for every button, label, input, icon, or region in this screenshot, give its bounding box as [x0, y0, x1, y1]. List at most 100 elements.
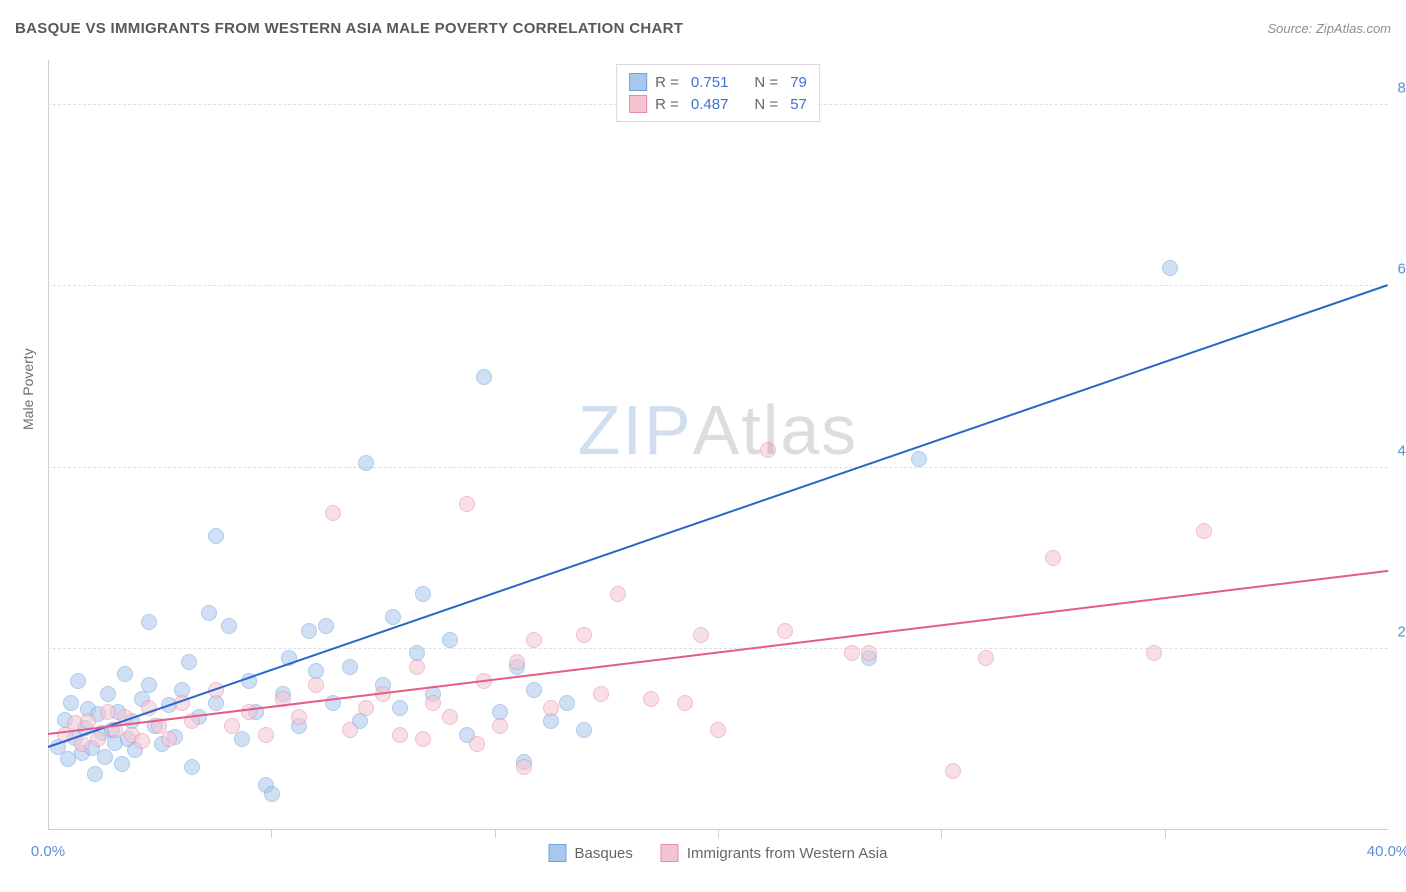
- data-point-immigrants: [576, 627, 592, 643]
- data-point-immigrants: [1196, 523, 1212, 539]
- data-point-immigrants: [610, 586, 626, 602]
- swatch-basques-icon: [549, 844, 567, 862]
- grid-line: [48, 467, 1388, 468]
- r-label: R =: [655, 74, 679, 91]
- data-point-immigrants: [258, 727, 274, 743]
- correlation-legend: R = 0.751 N = 79 R = 0.487 N = 57: [616, 64, 820, 122]
- data-point-basques: [117, 666, 133, 682]
- data-point-basques: [100, 686, 116, 702]
- swatch-basques-icon: [629, 73, 647, 91]
- grid-line: [48, 285, 1388, 286]
- data-point-basques: [911, 451, 927, 467]
- y-tick-label: 40.0%: [1397, 442, 1406, 459]
- r-value-immigrants: 0.487: [691, 96, 729, 113]
- data-point-immigrants: [693, 627, 709, 643]
- data-point-immigrants: [161, 731, 177, 747]
- data-point-basques: [385, 609, 401, 625]
- correlation-row-immigrants: R = 0.487 N = 57: [629, 93, 807, 115]
- data-point-basques: [476, 369, 492, 385]
- data-point-basques: [208, 528, 224, 544]
- n-label: N =: [754, 74, 778, 91]
- data-point-basques: [318, 618, 334, 634]
- data-point-immigrants: [291, 709, 307, 725]
- legend-label-immigrants: Immigrants from Western Asia: [687, 845, 888, 862]
- x-tick-label: 0.0%: [31, 843, 65, 860]
- data-point-immigrants: [543, 700, 559, 716]
- n-label: N =: [754, 96, 778, 113]
- data-point-basques: [342, 659, 358, 675]
- data-point-immigrants: [945, 763, 961, 779]
- data-point-basques: [415, 586, 431, 602]
- data-point-immigrants: [325, 505, 341, 521]
- data-point-immigrants: [844, 645, 860, 661]
- data-point-immigrants: [134, 733, 150, 749]
- n-value-immigrants: 57: [790, 96, 807, 113]
- data-point-basques: [97, 749, 113, 765]
- data-point-immigrants: [409, 659, 425, 675]
- data-point-basques: [181, 654, 197, 670]
- data-point-immigrants: [978, 650, 994, 666]
- data-point-basques: [70, 673, 86, 689]
- legend-item-immigrants: Immigrants from Western Asia: [661, 844, 888, 862]
- data-point-basques: [114, 756, 130, 772]
- swatch-immigrants-icon: [629, 95, 647, 113]
- data-point-immigrants: [100, 704, 116, 720]
- data-point-immigrants: [342, 722, 358, 738]
- data-point-immigrants: [677, 695, 693, 711]
- watermark: ZIPAtlas: [578, 390, 859, 470]
- r-value-basques: 0.751: [691, 74, 729, 91]
- data-point-immigrants: [442, 709, 458, 725]
- x-tick: [941, 830, 942, 838]
- data-point-immigrants: [425, 695, 441, 711]
- data-point-immigrants: [1045, 550, 1061, 566]
- watermark-atlas: Atlas: [693, 391, 859, 469]
- data-point-immigrants: [509, 654, 525, 670]
- data-point-basques: [442, 632, 458, 648]
- y-axis-line: [48, 60, 49, 830]
- data-point-immigrants: [1146, 645, 1162, 661]
- data-point-basques: [576, 722, 592, 738]
- data-point-immigrants: [492, 718, 508, 734]
- n-value-basques: 79: [790, 74, 807, 91]
- y-tick-label: 60.0%: [1397, 261, 1406, 278]
- scatter-chart: ZIPAtlas R = 0.751 N = 79 R = 0.487 N = …: [48, 60, 1388, 830]
- data-point-immigrants: [526, 632, 542, 648]
- x-tick-label: 40.0%: [1367, 843, 1406, 860]
- data-point-immigrants: [90, 731, 106, 747]
- grid-line: [48, 648, 1388, 649]
- x-tick: [271, 830, 272, 838]
- data-point-immigrants: [710, 722, 726, 738]
- source-attribution: Source: ZipAtlas.com: [1267, 21, 1391, 36]
- correlation-row-basques: R = 0.751 N = 79: [629, 71, 807, 93]
- data-point-immigrants: [224, 718, 240, 734]
- data-point-immigrants: [392, 727, 408, 743]
- data-point-immigrants: [469, 736, 485, 752]
- data-point-basques: [264, 786, 280, 802]
- series-legend: Basques Immigrants from Western Asia: [549, 844, 888, 862]
- data-point-basques: [87, 766, 103, 782]
- data-point-basques: [358, 455, 374, 471]
- data-point-basques: [141, 677, 157, 693]
- r-label: R =: [655, 96, 679, 113]
- data-point-basques: [559, 695, 575, 711]
- data-point-basques: [63, 695, 79, 711]
- data-point-basques: [301, 623, 317, 639]
- y-axis-label: Male Poverty: [20, 348, 36, 430]
- data-point-basques: [184, 759, 200, 775]
- x-tick: [718, 830, 719, 838]
- swatch-immigrants-icon: [661, 844, 679, 862]
- data-point-immigrants: [241, 704, 257, 720]
- data-point-basques: [221, 618, 237, 634]
- data-point-immigrants: [760, 442, 776, 458]
- data-point-immigrants: [777, 623, 793, 639]
- legend-label-basques: Basques: [575, 845, 633, 862]
- data-point-basques: [526, 682, 542, 698]
- y-tick-label: 20.0%: [1397, 623, 1406, 640]
- data-point-immigrants: [308, 677, 324, 693]
- x-tick: [495, 830, 496, 838]
- watermark-zip: ZIP: [578, 391, 693, 469]
- data-point-immigrants: [593, 686, 609, 702]
- chart-title: BASQUE VS IMMIGRANTS FROM WESTERN ASIA M…: [15, 20, 683, 37]
- data-point-basques: [201, 605, 217, 621]
- data-point-basques: [141, 614, 157, 630]
